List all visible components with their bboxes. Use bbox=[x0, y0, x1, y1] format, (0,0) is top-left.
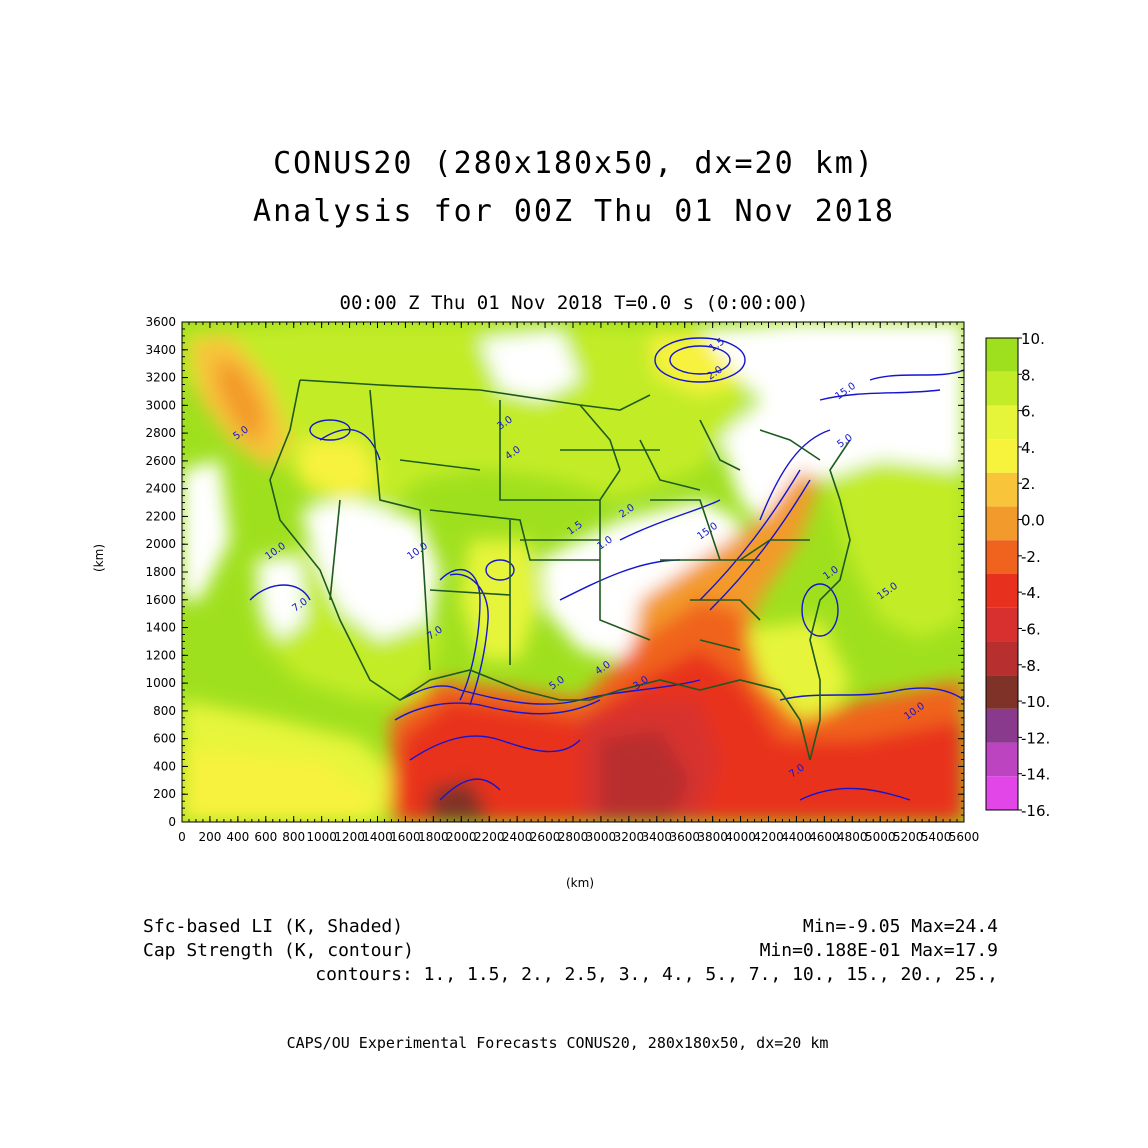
colorbar-label: -12. bbox=[1021, 729, 1050, 747]
x-tick-label: 3600 bbox=[669, 830, 700, 844]
colorbar-swatch bbox=[986, 675, 1018, 709]
x-tick-label: 5600 bbox=[949, 830, 980, 844]
x-tick-label: 4600 bbox=[809, 830, 840, 844]
y-tick-label: 1600 bbox=[145, 593, 176, 607]
colorbar-label: 4. bbox=[1021, 439, 1035, 457]
y-tick-label: 1200 bbox=[145, 648, 176, 662]
x-tick-label: 200 bbox=[198, 830, 221, 844]
y-tick-label: 1400 bbox=[145, 621, 176, 635]
y-tick-label: 2000 bbox=[145, 537, 176, 551]
y-axis-ticks: 0 200 400 600 800 1000 1200 1400 1600 1800 2000 220… bbox=[145, 315, 964, 829]
x-tick-label: 1400 bbox=[362, 830, 393, 844]
colorbar-label: 2. bbox=[1021, 475, 1035, 493]
y-tick-label: 2400 bbox=[145, 482, 176, 496]
y-tick-label: 600 bbox=[153, 732, 176, 746]
colorbar-swatch bbox=[986, 472, 1018, 507]
colorbar-swatch bbox=[986, 607, 1018, 642]
x-tick-label: 4800 bbox=[837, 830, 868, 844]
colorbar-label: 8. bbox=[1021, 366, 1035, 384]
y-tick-label: 3000 bbox=[145, 398, 176, 412]
y-tick-label: 200 bbox=[153, 787, 176, 801]
x-tick-label: 2000 bbox=[446, 830, 477, 844]
y-tick-label: 2200 bbox=[145, 509, 176, 523]
colorbar-label: -10. bbox=[1021, 693, 1050, 711]
y-tick-label: 2800 bbox=[145, 426, 176, 440]
x-tick-label: 5200 bbox=[893, 830, 924, 844]
footer-contour-levels: contours: 1., 1.5, 2., 2.5, 3., 4., 5., … bbox=[315, 964, 998, 985]
x-tick-label: 2200 bbox=[474, 830, 505, 844]
colorbar-frame bbox=[985, 337, 1019, 811]
colorbar-label: 0.0 bbox=[1021, 512, 1045, 530]
footer-shaded-minmax: Min=-9.05 Max=24.4 bbox=[802, 916, 998, 937]
x-tick-label: 400 bbox=[226, 830, 249, 844]
colorbar-swatch bbox=[986, 338, 1018, 372]
x-tick-label: 1000 bbox=[306, 830, 337, 844]
footer-contour-minmax: Min=0.188E-01 Max=17.9 bbox=[759, 940, 998, 961]
x-tick-label: 3200 bbox=[614, 830, 645, 844]
colorbar-label: -4. bbox=[1021, 584, 1041, 602]
x-tick-label: 2400 bbox=[502, 830, 533, 844]
x-tick-label: 4000 bbox=[725, 830, 756, 844]
colorbar-swatch bbox=[986, 371, 1018, 406]
x-tick-label: 3000 bbox=[586, 830, 617, 844]
y-tick-label: 1000 bbox=[145, 676, 176, 690]
title-line-2: Analysis for 00Z Thu 01 Nov 2018 bbox=[253, 194, 895, 229]
y-tick-label: 800 bbox=[153, 704, 176, 718]
colorbar-swatch bbox=[986, 405, 1018, 440]
colorbar-swatch bbox=[986, 776, 1018, 810]
colorbar-swatch bbox=[986, 540, 1018, 574]
x-tick-label: 4200 bbox=[753, 830, 784, 844]
colorbar: 10. 8. 6. 4. 2. 0.0 -2. -4. -6. -8. -10. -12. -14. -1… bbox=[985, 330, 1050, 820]
y-tick-label: 2600 bbox=[145, 454, 176, 468]
cap-strength-contours bbox=[249, 337, 964, 801]
y-tick-label: 0 bbox=[168, 815, 176, 829]
x-tick-label: 5000 bbox=[865, 830, 896, 844]
colorbar-label: -2. bbox=[1021, 548, 1041, 566]
x-tick-label: 600 bbox=[254, 830, 277, 844]
x-tick-label: 2800 bbox=[558, 830, 589, 844]
colorbar-swatch bbox=[986, 641, 1018, 676]
y-axis-label: (km) bbox=[92, 543, 106, 572]
valid-time-subtitle: 00:00 Z Thu 01 Nov 2018 T=0.0 s (0:00:00… bbox=[339, 292, 809, 314]
y-tick-label: 3200 bbox=[145, 371, 176, 385]
y-tick-label: 3600 bbox=[145, 315, 176, 329]
credits-line: CAPS/OU Experimental Forecasts CONUS20, … bbox=[286, 1034, 829, 1052]
footer-shaded-label: Sfc-based LI (K, Shaded) bbox=[143, 916, 404, 937]
li-shaded-field bbox=[182, 322, 964, 822]
y-tick-label: 400 bbox=[153, 759, 176, 773]
x-tick-label: 800 bbox=[282, 830, 305, 844]
colorbar-label: -16. bbox=[1021, 802, 1050, 820]
colorbar-swatch bbox=[986, 506, 1018, 541]
title-line-1: CONUS20 (280x180x50, dx=20 km) bbox=[273, 146, 875, 181]
x-tick-label: 4400 bbox=[781, 830, 812, 844]
y-tick-label: 1800 bbox=[145, 565, 176, 579]
colorbar-label: -14. bbox=[1021, 766, 1050, 784]
x-tick-label: 1600 bbox=[390, 830, 421, 844]
y-tick-label: 3400 bbox=[145, 343, 176, 357]
x-tick-label: 3800 bbox=[697, 830, 728, 844]
x-axis-label: (km) bbox=[566, 876, 595, 890]
x-axis-ticks: 0 200 400 600 800 100012001400160018002000220… bbox=[178, 322, 979, 844]
colorbar-swatch bbox=[986, 439, 1018, 473]
x-tick-label: 1200 bbox=[334, 830, 365, 844]
boundaries bbox=[269, 379, 851, 761]
colorbar-label: 6. bbox=[1021, 403, 1035, 421]
colorbar-label: -6. bbox=[1021, 620, 1041, 638]
colorbar-swatch bbox=[986, 574, 1018, 608]
colorbar-label: 10. bbox=[1021, 330, 1045, 348]
x-tick-label: 0 bbox=[178, 830, 186, 844]
x-tick-label: 5400 bbox=[921, 830, 952, 844]
x-tick-label: 3400 bbox=[642, 830, 673, 844]
footer-contour-label: Cap Strength (K, contour) bbox=[143, 940, 414, 961]
x-tick-label: 1800 bbox=[418, 830, 449, 844]
colorbar-swatch bbox=[986, 742, 1018, 777]
colorbar-label: -8. bbox=[1021, 657, 1041, 675]
colorbar-swatch bbox=[986, 708, 1018, 743]
x-tick-label: 2600 bbox=[530, 830, 561, 844]
